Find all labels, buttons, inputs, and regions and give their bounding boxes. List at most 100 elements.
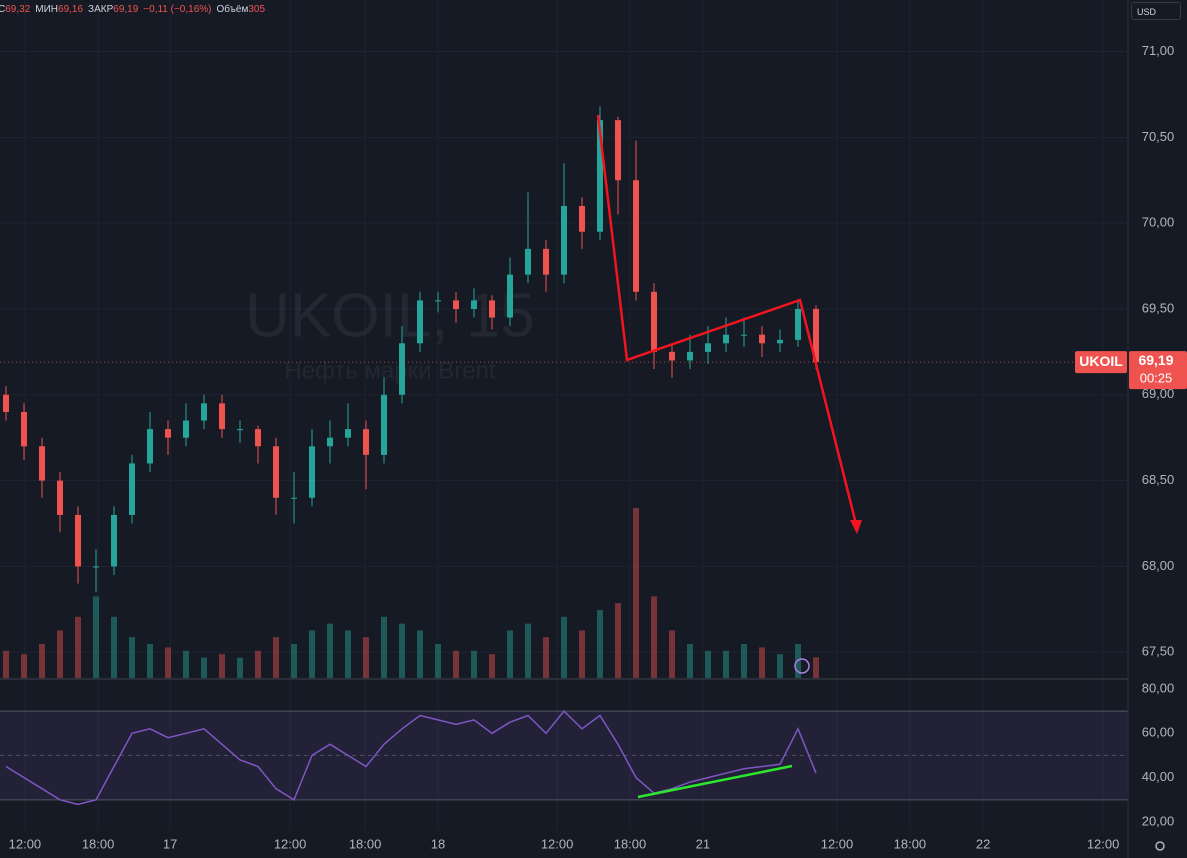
candle-body xyxy=(561,205,567,275)
currency-select[interactable]: USD xyxy=(1131,2,1181,20)
volume-bar xyxy=(525,623,531,678)
rsi-tick-label: 20,00 xyxy=(1142,813,1175,828)
volume-bar xyxy=(399,623,405,678)
settings-icon[interactable] xyxy=(1155,841,1165,851)
legend-label: С xyxy=(0,4,6,15)
rsi-tick-label: 80,00 xyxy=(1142,680,1175,695)
candle-body xyxy=(3,394,9,412)
volume-bar xyxy=(633,508,639,678)
volume-bar xyxy=(579,630,585,678)
x-tick-label: 12:00 xyxy=(541,836,574,851)
volume-bar xyxy=(255,650,261,678)
y-tick-label: 67,50 xyxy=(1142,644,1175,659)
volume-bar xyxy=(309,630,315,678)
volume-bar xyxy=(615,603,621,678)
price-tag-timer: 00:25 xyxy=(1140,371,1173,386)
volume-bar xyxy=(165,647,171,678)
candle-body xyxy=(183,420,189,438)
candle-body xyxy=(489,300,495,318)
volume-bar xyxy=(435,644,441,678)
volume-bar xyxy=(111,616,117,678)
candle-body xyxy=(795,308,801,340)
candle-body xyxy=(453,300,459,309)
candle-body xyxy=(687,351,693,361)
x-tick-label: 12:00 xyxy=(274,836,307,851)
volume-bar xyxy=(723,650,729,678)
candle-body xyxy=(633,180,639,292)
candle-body xyxy=(255,429,261,447)
x-tick-label: 17 xyxy=(163,836,177,851)
candle-body xyxy=(507,274,513,318)
legend-label: МИН xyxy=(35,4,59,15)
candle-body xyxy=(759,334,765,344)
candle-body xyxy=(813,308,819,363)
grid xyxy=(0,0,1128,830)
legend-label: Объём xyxy=(216,4,249,15)
volume-bar xyxy=(453,650,459,678)
volume-bar xyxy=(813,657,819,678)
volume-bar xyxy=(129,637,135,678)
x-tick-label: 18:00 xyxy=(614,836,647,851)
legend-value: −0,11 (−0,16%) xyxy=(143,4,212,15)
candle-body xyxy=(237,429,243,431)
volume-bar xyxy=(39,644,45,678)
candle-body xyxy=(705,343,711,352)
volume-bar xyxy=(201,657,207,678)
y-tick-label: 68,00 xyxy=(1142,558,1175,573)
candle-body xyxy=(57,480,63,515)
candle-body xyxy=(579,205,585,232)
volume-bar xyxy=(327,623,333,678)
candle-body xyxy=(291,497,297,499)
y-tick-label: 71,00 xyxy=(1142,43,1175,58)
candle-body xyxy=(669,351,675,361)
y-tick-label: 69,50 xyxy=(1142,300,1175,315)
x-tick-label: 18:00 xyxy=(349,836,382,851)
legend-value: 305 xyxy=(248,4,266,15)
candle-body xyxy=(525,248,531,275)
annotation-arrowhead xyxy=(850,520,862,534)
candle-body xyxy=(273,446,279,498)
volume-bar xyxy=(3,650,9,678)
candle-body xyxy=(381,394,387,455)
volume-bar xyxy=(669,630,675,678)
y-tick-label: 70,50 xyxy=(1142,129,1175,144)
volume-bar xyxy=(237,657,243,678)
candle-body xyxy=(417,300,423,344)
volume-bar xyxy=(489,654,495,678)
volume-bar xyxy=(777,654,783,678)
volume-bar xyxy=(219,654,225,678)
candle-body xyxy=(309,446,315,498)
volume-bar xyxy=(273,637,279,678)
volume-bar xyxy=(759,647,765,678)
x-tick-label: 22 xyxy=(976,836,990,851)
event-icon[interactable] xyxy=(794,658,810,674)
watermark-name: Нефть марки Brent xyxy=(284,357,496,384)
x-tick-label: 18:00 xyxy=(82,836,115,851)
volume-bar xyxy=(345,630,351,678)
x-tick-label: 18 xyxy=(431,836,445,851)
y-tick-label: 70,00 xyxy=(1142,215,1175,230)
legend-value: 69,32 xyxy=(5,4,31,15)
rsi-tick-label: 60,00 xyxy=(1142,725,1175,740)
x-tick-label: 12:00 xyxy=(9,836,42,851)
rsi-tick-label: 40,00 xyxy=(1142,769,1175,784)
legend-value: 69,19 xyxy=(113,4,139,15)
rsi-trendline xyxy=(637,764,793,799)
candle-body xyxy=(399,343,405,395)
legend-label: ЗАКР xyxy=(88,4,114,15)
candle-body xyxy=(723,334,729,344)
y-tick-label: 68,50 xyxy=(1142,472,1175,487)
volume-bar xyxy=(705,650,711,678)
price-tag-price: 69,19 xyxy=(1138,352,1173,368)
y-tick-label: 69,00 xyxy=(1142,386,1175,401)
candle-body xyxy=(597,120,603,232)
candle-body xyxy=(741,334,747,336)
candle-body xyxy=(435,300,441,302)
candle-body xyxy=(93,566,99,568)
x-tick-label: 12:00 xyxy=(1087,836,1120,851)
candle-body xyxy=(129,463,135,515)
price-tag-box xyxy=(1129,351,1187,390)
candle-body xyxy=(111,514,117,567)
volume-bar xyxy=(741,644,747,678)
